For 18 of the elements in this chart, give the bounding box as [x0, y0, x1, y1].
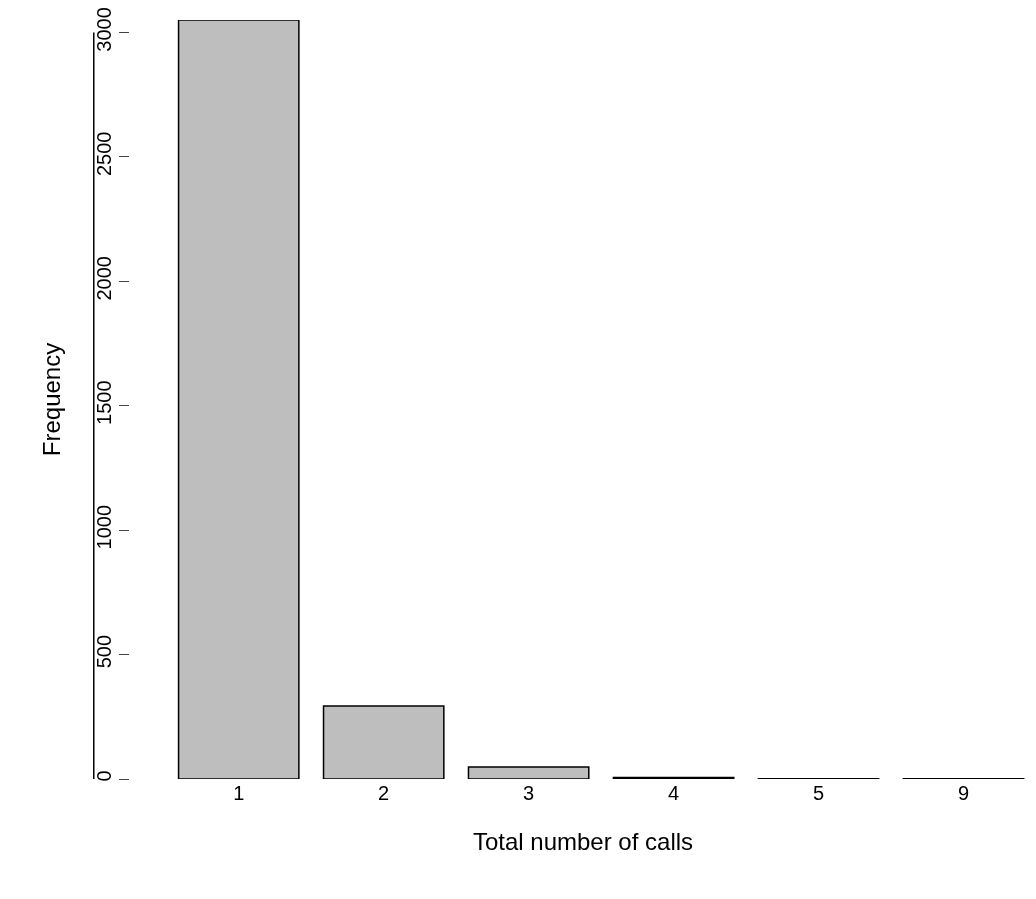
- x-tick-label: 2: [378, 782, 390, 804]
- bar: [177, 20, 300, 779]
- y-tick-label: 1000: [93, 504, 115, 550]
- y-tick-label: 2500: [93, 131, 115, 177]
- x-tick-label: 1: [233, 782, 245, 804]
- bar: [322, 705, 445, 779]
- y-tick-label: 1500: [93, 380, 115, 425]
- x-tick-label: 4: [668, 782, 680, 804]
- x-tick-label: 9: [957, 782, 970, 804]
- y-tick-label: 3000: [93, 7, 115, 52]
- x-tick-label: 3: [523, 782, 535, 804]
- x-tick-label: 5: [813, 782, 825, 804]
- y-tick-label: 0: [93, 770, 115, 782]
- x-axis-title: Total number of calls: [472, 828, 694, 856]
- y-axis-title: Frequency: [38, 342, 66, 457]
- y-tick-label: 500: [93, 634, 115, 669]
- y-tick-label: 2000: [93, 256, 115, 301]
- bar: [467, 766, 590, 779]
